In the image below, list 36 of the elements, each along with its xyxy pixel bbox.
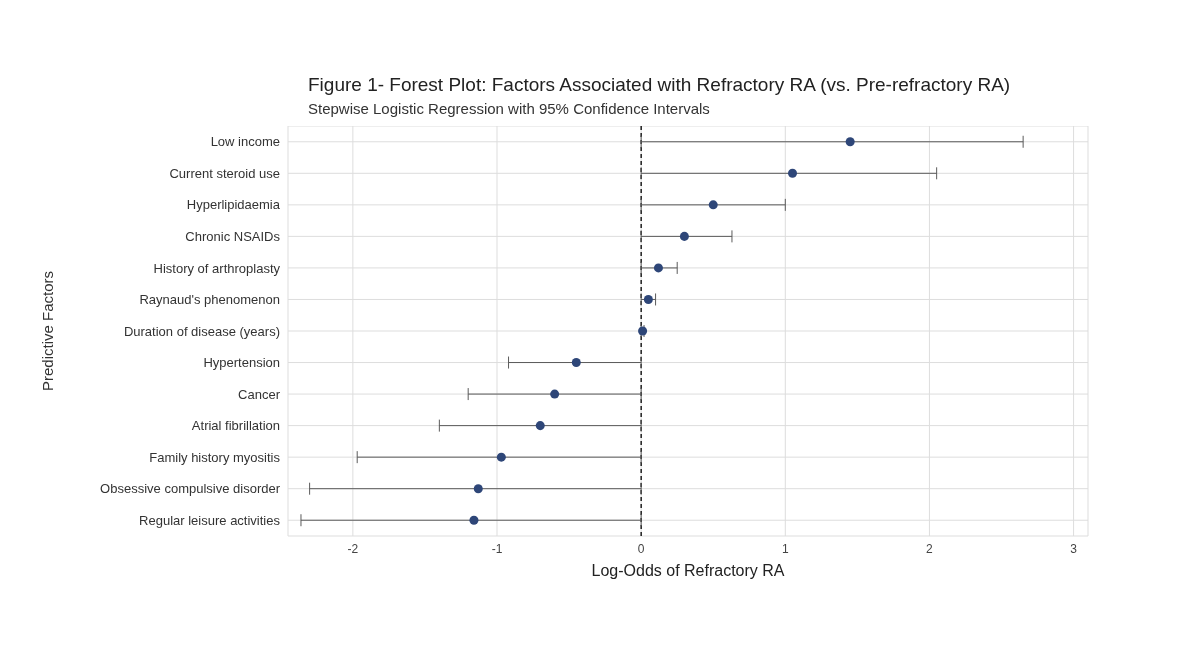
point bbox=[708, 200, 718, 210]
y-axis-title: Predictive Factors bbox=[39, 270, 57, 392]
y-tick-label: Family history myositis bbox=[149, 449, 281, 465]
y-tick-label: Hyperlipidaemia bbox=[186, 197, 281, 213]
y-tick-label: History of arthroplasty bbox=[153, 260, 281, 276]
y-tick-label: Cancer bbox=[238, 386, 281, 402]
point bbox=[679, 231, 689, 241]
point bbox=[643, 294, 653, 304]
y-tick-label: Atrial fibrillation bbox=[191, 418, 280, 434]
point bbox=[550, 389, 560, 399]
y-tick-label: Obsessive compulsive disorder bbox=[100, 481, 281, 497]
point bbox=[535, 421, 545, 431]
y-tick-label: Raynaud's phenomenon bbox=[139, 292, 280, 308]
y-tick-label: Current steroid use bbox=[169, 165, 280, 181]
x-tick-label: -1 bbox=[491, 541, 503, 556]
chart-title: Figure 1- Forest Plot: Factors Associated with Refractory RA (vs. Pre-refractory RA) bbox=[308, 74, 1011, 96]
x-tick-label: 1 bbox=[781, 541, 789, 556]
point bbox=[571, 358, 581, 368]
y-tick-label: Low income bbox=[210, 134, 280, 150]
point bbox=[638, 326, 648, 336]
y-tick-label: Hypertension bbox=[203, 355, 280, 371]
y-tick-label: Duration of disease (years) bbox=[123, 323, 280, 339]
chart-subtitle: Stepwise Logistic Regression with 95% Confidence Intervals bbox=[308, 100, 710, 117]
x-tick-label: 0 bbox=[637, 541, 645, 556]
point bbox=[469, 515, 479, 525]
x-tick-label: 3 bbox=[1070, 541, 1078, 556]
y-tick-label: Regular leisure activities bbox=[139, 512, 281, 528]
y-tick-label: Chronic NSAIDs bbox=[185, 229, 281, 244]
point bbox=[787, 168, 798, 178]
point bbox=[653, 263, 663, 273]
x-axis-title: Log-Odds of Refractory RA bbox=[591, 562, 785, 579]
point bbox=[845, 137, 855, 147]
x-tick-label: 2 bbox=[926, 541, 934, 556]
point bbox=[496, 452, 506, 462]
x-tick-label: -2 bbox=[347, 541, 359, 556]
point bbox=[473, 484, 483, 494]
